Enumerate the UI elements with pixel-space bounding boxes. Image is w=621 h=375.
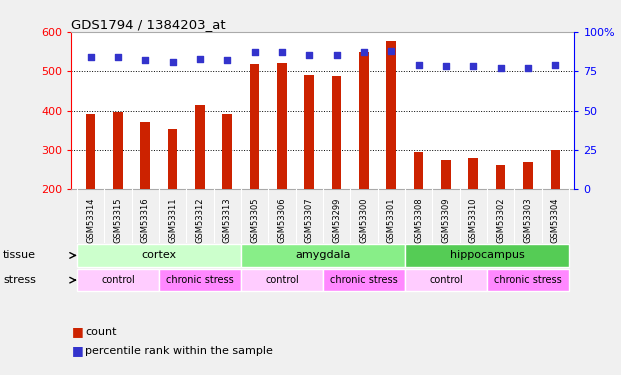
Text: count: count — [85, 327, 117, 337]
Bar — [159, 269, 241, 291]
Point — [86, 54, 96, 60]
Bar — [550, 150, 560, 189]
Point — [414, 62, 424, 68]
Bar — [195, 105, 205, 189]
Bar — [77, 244, 241, 267]
Text: cortex: cortex — [142, 250, 176, 260]
Bar — [405, 269, 487, 291]
Text: GSM53301: GSM53301 — [387, 197, 396, 243]
Bar — [140, 122, 150, 189]
Bar — [496, 165, 505, 189]
Bar — [168, 129, 178, 189]
Bar — [414, 152, 424, 189]
Point — [304, 53, 314, 58]
Text: control: control — [101, 274, 135, 285]
Text: hippocampus: hippocampus — [450, 250, 524, 260]
Text: control: control — [429, 274, 463, 285]
Point — [523, 65, 533, 71]
Text: tissue: tissue — [3, 251, 36, 260]
Text: GSM53307: GSM53307 — [305, 197, 314, 243]
Point — [195, 56, 205, 62]
Point — [168, 59, 178, 65]
Bar — [332, 76, 342, 189]
Text: GSM53303: GSM53303 — [524, 197, 532, 243]
Text: ■: ■ — [71, 344, 83, 357]
Text: GSM53313: GSM53313 — [223, 197, 232, 243]
Bar — [241, 244, 405, 267]
Bar — [241, 269, 323, 291]
Text: GSM53305: GSM53305 — [250, 197, 259, 243]
Text: GSM53315: GSM53315 — [114, 197, 122, 243]
Bar — [405, 244, 569, 267]
Bar — [487, 269, 569, 291]
Bar — [386, 40, 396, 189]
Bar — [304, 75, 314, 189]
Point — [386, 48, 396, 54]
Point — [250, 50, 260, 55]
Text: GSM53316: GSM53316 — [141, 197, 150, 243]
Bar — [359, 51, 369, 189]
Text: chronic stress: chronic stress — [166, 274, 233, 285]
Point — [140, 57, 150, 63]
Text: GSM53300: GSM53300 — [360, 197, 368, 243]
Text: GSM53309: GSM53309 — [442, 197, 450, 243]
Bar — [441, 160, 451, 189]
Point — [113, 54, 123, 60]
Point — [277, 50, 287, 55]
Text: GSM53306: GSM53306 — [278, 197, 286, 243]
Text: GSM53304: GSM53304 — [551, 197, 560, 243]
Bar — [323, 269, 405, 291]
Text: percentile rank within the sample: percentile rank within the sample — [85, 346, 273, 355]
Text: ■: ■ — [71, 326, 83, 338]
Point — [468, 63, 478, 69]
Bar — [468, 159, 478, 189]
Text: chronic stress: chronic stress — [494, 274, 562, 285]
Text: amygdala: amygdala — [295, 250, 351, 260]
Text: control: control — [265, 274, 299, 285]
Point — [359, 50, 369, 55]
Text: GSM53310: GSM53310 — [469, 197, 478, 243]
Text: GSM53312: GSM53312 — [196, 197, 204, 243]
Point — [222, 57, 232, 63]
Point — [332, 53, 342, 58]
Text: GSM53308: GSM53308 — [414, 197, 423, 243]
Text: GSM53311: GSM53311 — [168, 197, 177, 243]
Bar — [86, 114, 96, 189]
Bar — [250, 64, 260, 189]
Point — [550, 62, 560, 68]
Text: GSM53302: GSM53302 — [496, 197, 505, 243]
Text: stress: stress — [3, 275, 36, 285]
Point — [496, 65, 505, 71]
Text: GSM53314: GSM53314 — [86, 197, 95, 243]
Text: GSM53299: GSM53299 — [332, 197, 341, 243]
Bar — [277, 63, 287, 189]
Text: chronic stress: chronic stress — [330, 274, 398, 285]
Text: GDS1794 / 1384203_at: GDS1794 / 1384203_at — [71, 18, 226, 31]
Bar — [113, 112, 123, 189]
Bar — [222, 114, 232, 189]
Point — [441, 63, 451, 69]
Bar — [523, 162, 533, 189]
Bar — [77, 269, 159, 291]
